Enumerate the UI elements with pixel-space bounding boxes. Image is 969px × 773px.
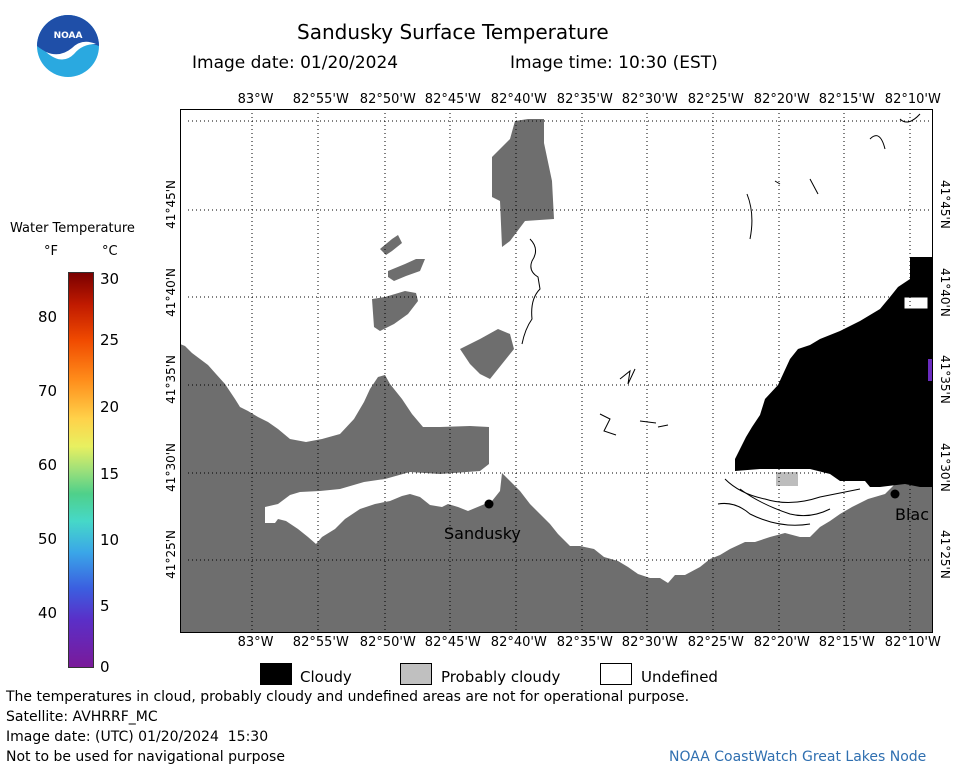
longitude-label: 82°50'W [359, 635, 416, 650]
kelleys-island [492, 119, 554, 247]
noaa-logo: NOAA [37, 15, 99, 77]
blac-marker [890, 489, 900, 499]
colorbar-c-tick: 25 [100, 331, 120, 349]
colorbar-c-tick: 10 [100, 531, 120, 549]
satellite-text: Satellite: AVHRRF_MC [6, 709, 158, 725]
logo-text: NOAA [54, 31, 83, 41]
probably-cloudy-area [776, 472, 798, 486]
latitude-label: 41°30'N [938, 443, 952, 492]
legend-label-probably-cloudy: Probably cloudy [441, 668, 561, 686]
credit-link[interactable]: NOAA CoastWatch Great Lakes Node [669, 749, 927, 765]
colorbar-f-tick: 80 [38, 308, 58, 326]
island-middle-bass [372, 291, 418, 331]
island-north-bass [460, 329, 514, 379]
colorbar-title: Water Temperature [10, 221, 135, 236]
longitude-label: 83°W [237, 635, 274, 650]
longitude-label: 82°50'W [359, 92, 416, 107]
map-frame [180, 109, 933, 633]
latitude-label: 41°40'N [938, 268, 952, 317]
sandusky-marker [484, 499, 494, 509]
longitude-label: 82°45'W [424, 92, 481, 107]
colorbar-f-tick: 70 [38, 382, 58, 400]
image-time: Image time: 10:30 (EST) [510, 53, 718, 73]
colorbar-c-tick: 15 [100, 465, 120, 483]
longitude-label: 82°40'W [490, 92, 547, 107]
colorbar-f-tick: 50 [38, 530, 58, 548]
colorbar-f-tick: 40 [38, 604, 58, 622]
longitude-label: 82°15'W [818, 92, 875, 107]
latitude-label: 41°30'N [164, 443, 178, 492]
legend-label-cloudy: Cloudy [300, 668, 352, 686]
longitude-label: 83°W [237, 92, 274, 107]
place-label-sandusky: Sandusky [444, 524, 521, 543]
graticule [188, 109, 933, 633]
longitude-label: 82°55'W [292, 92, 349, 107]
longitude-label: 82°20'W [753, 635, 810, 650]
longitude-label: 82°25'W [687, 92, 744, 107]
map-title: Sandusky Surface Temperature [297, 20, 609, 44]
place-label-blac: Blac [895, 505, 930, 524]
latitude-label: 41°35'N [164, 355, 178, 404]
colorbar-c-tick: 20 [100, 398, 120, 416]
colorbar-c-tick: 5 [100, 597, 110, 615]
legend-label-undefined: Undefined [641, 668, 718, 686]
longitude-label: 82°30'W [621, 92, 678, 107]
contour-lines [521, 113, 921, 526]
colorbar-f-tick: 60 [38, 456, 58, 474]
longitude-label: 82°30'W [621, 635, 678, 650]
colorbar-unit-c: °C [102, 244, 118, 259]
disclaimer-text: The temperatures in cloud, probably clou… [6, 689, 690, 705]
legend-swatch-cloudy [260, 663, 292, 685]
longitude-label: 82°35'W [556, 635, 613, 650]
latitude-label: 41°40'N [164, 268, 178, 317]
longitude-label: 82°40'W [490, 635, 547, 650]
longitude-label: 82°10'W [884, 635, 941, 650]
longitude-label: 82°35'W [556, 92, 613, 107]
latitude-label: 41°45'N [938, 180, 952, 229]
longitude-label: 82°15'W [818, 635, 875, 650]
utc-date-text: Image date: (UTC) 01/20/2024 15:30 [6, 729, 269, 745]
island-small-2 [388, 259, 425, 281]
latitude-label: 41°25'N [164, 530, 178, 579]
nav-warning-text: Not to be used for navigational purpose [6, 749, 285, 765]
latitude-label: 41°25'N [938, 530, 952, 579]
legend-swatch-probably-cloudy [400, 663, 432, 685]
latitude-label: 41°45'N [164, 180, 178, 229]
colorbar-c-tick: 0 [100, 658, 110, 676]
cloudy-area [735, 257, 933, 487]
legend-swatch-undefined [600, 663, 632, 685]
image-date: Image date: 01/20/2024 [192, 53, 399, 73]
colorbar-gradient [68, 272, 94, 668]
longitude-label: 82°45'W [424, 635, 481, 650]
latitude-label: 41°35'N [938, 355, 952, 404]
longitude-label: 82°10'W [884, 92, 941, 107]
longitude-label: 82°20'W [753, 92, 810, 107]
longitude-label: 82°55'W [292, 635, 349, 650]
longitude-label: 82°25'W [687, 635, 744, 650]
colorbar-c-tick: 30 [100, 270, 120, 288]
mainland-land [180, 344, 933, 633]
colorbar-unit-f: °F [44, 244, 58, 259]
